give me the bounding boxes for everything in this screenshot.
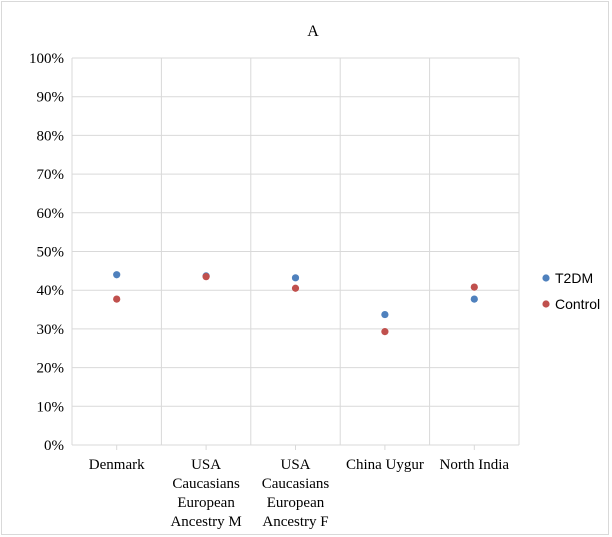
y-tick-labels: 0% 10% 20% 30% 40% 50% 60% 70% 80% 90% 100% <box>29 51 64 454</box>
legend: T2DM Control <box>542 270 600 312</box>
x-category-label: USA Caucasians European Ancestry F <box>262 457 330 530</box>
x-category-label: Denmark <box>89 457 145 473</box>
y-tick-label: 10% <box>37 399 65 415</box>
y-tick-label: 0% <box>44 438 64 454</box>
y-tick-label: 30% <box>37 322 65 338</box>
data-point-t2dm <box>113 271 121 279</box>
data-point-control <box>202 273 210 281</box>
y-tick-label: 60% <box>37 206 65 222</box>
x-category-label: China Uygur <box>346 457 424 473</box>
grid-layer <box>71 57 520 450</box>
legend-label-control: Control <box>555 296 600 312</box>
y-tick-label: 80% <box>37 128 65 144</box>
y-tick-label: 100% <box>29 51 64 67</box>
data-point-control <box>470 283 478 291</box>
y-tick-label: 20% <box>37 361 65 377</box>
chart-title: A <box>307 23 319 40</box>
data-point-control <box>113 295 121 303</box>
x-category-label: North India <box>440 457 510 473</box>
y-tick-label: 70% <box>37 167 65 183</box>
y-tick-label: 50% <box>37 245 65 261</box>
x-category-label: USA Caucasians European Ancestry M <box>170 457 241 530</box>
data-point-control <box>291 284 300 292</box>
legend-marker-control <box>542 300 550 308</box>
x-category-labels: Denmark USA Caucasians European Ancestry M US… <box>89 457 510 530</box>
data-point-control <box>381 328 389 336</box>
data-point-t2dm <box>291 274 300 282</box>
legend-marker-t2dm <box>542 274 550 282</box>
data-point-t2dm <box>470 295 478 303</box>
legend-label-t2dm: T2DM <box>555 270 593 286</box>
y-tick-label: 40% <box>37 283 65 299</box>
y-tick-label: 90% <box>37 90 65 106</box>
data-point-t2dm <box>381 310 389 319</box>
data-points <box>113 271 478 336</box>
